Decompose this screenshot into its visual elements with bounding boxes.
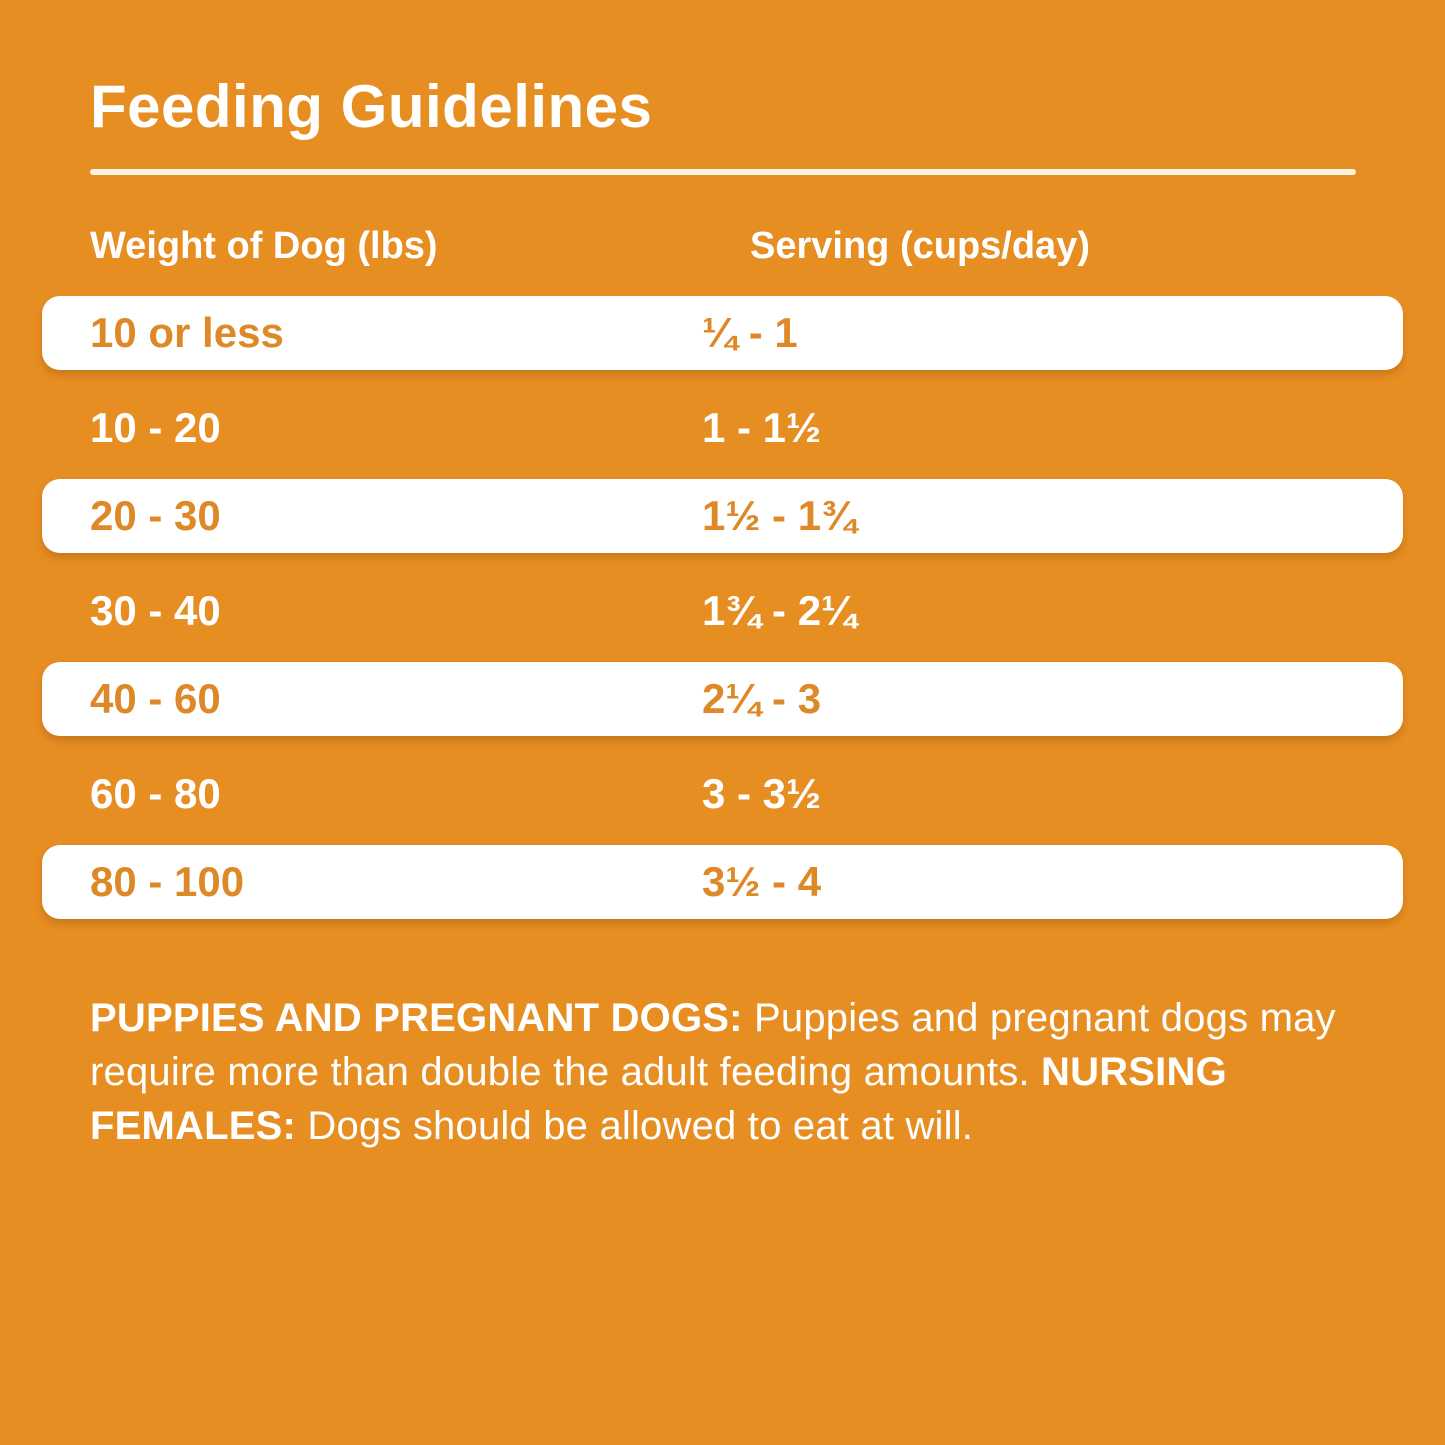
feeding-table-body: 10 or less ¼ - 1 10 - 20 1 - 1½ 20 - 30 … <box>42 296 1403 933</box>
table-row: 20 - 30 1½ - 1¾ <box>42 479 1403 567</box>
serving-cell: 1¾ - 2¼ <box>702 587 857 634</box>
weight-cell: 20 - 30 <box>90 492 221 539</box>
notes-segment: Dogs should be allowed to eat at will. <box>307 1104 974 1148</box>
table-row: 10 or less ¼ - 1 <box>42 296 1403 384</box>
table-row: 30 - 40 1¾ - 2¼ <box>42 567 1403 655</box>
notes-text: PUPPIES AND PREGNANT DOGS: Puppies and p… <box>90 991 1385 1153</box>
table-row-inner: 10 or less ¼ - 1 <box>42 296 1403 370</box>
table-row: 60 - 80 3 - 3½ <box>42 750 1403 838</box>
weight-cell: 10 or less <box>90 309 284 356</box>
page-title: Feeding Guidelines <box>90 73 653 140</box>
table-row-inner: 10 - 20 1 - 1½ <box>42 384 1403 472</box>
table-row-inner: 20 - 30 1½ - 1¾ <box>42 479 1403 553</box>
table-row: 40 - 60 2¼ - 3 <box>42 662 1403 750</box>
serving-cell: 2¼ - 3 <box>702 675 822 722</box>
weight-cell: 60 - 80 <box>90 770 221 817</box>
table-row: 10 - 20 1 - 1½ <box>42 384 1403 472</box>
header-weight-of-dog: Weight of Dog (lbs) <box>90 225 438 267</box>
table-row-inner: 60 - 80 3 - 3½ <box>42 750 1403 838</box>
weight-cell: 80 - 100 <box>90 858 245 905</box>
notes-bold-segment: PUPPIES AND PREGNANT DOGS: <box>90 996 754 1040</box>
serving-cell: 1 - 1½ <box>702 404 822 451</box>
weight-cell: 40 - 60 <box>90 675 221 722</box>
table-header-row: Weight of Dog (lbs) Serving (cups/day) <box>90 225 1355 268</box>
weight-cell: 10 - 20 <box>90 404 221 451</box>
header-serving: Serving (cups/day) <box>750 225 1090 267</box>
serving-cell: 3½ - 4 <box>702 858 822 905</box>
notes-segment: Puppies and pregnant dogs may require mo… <box>90 996 1336 1094</box>
serving-cell: 3 - 3½ <box>702 770 822 817</box>
weight-cell: 30 - 40 <box>90 587 221 634</box>
table-row: 80 - 100 3½ - 4 <box>42 845 1403 933</box>
table-row-inner: 80 - 100 3½ - 4 <box>42 845 1403 919</box>
serving-cell: 1½ - 1¾ <box>702 492 857 539</box>
serving-cell: ¼ - 1 <box>702 309 798 356</box>
notes-bold-segment: NURSING FEMALES: <box>90 1050 1227 1148</box>
table-row-inner: 40 - 60 2¼ - 3 <box>42 662 1403 736</box>
title-divider <box>90 169 1356 175</box>
table-row-inner: 30 - 40 1¾ - 2¼ <box>42 567 1403 655</box>
